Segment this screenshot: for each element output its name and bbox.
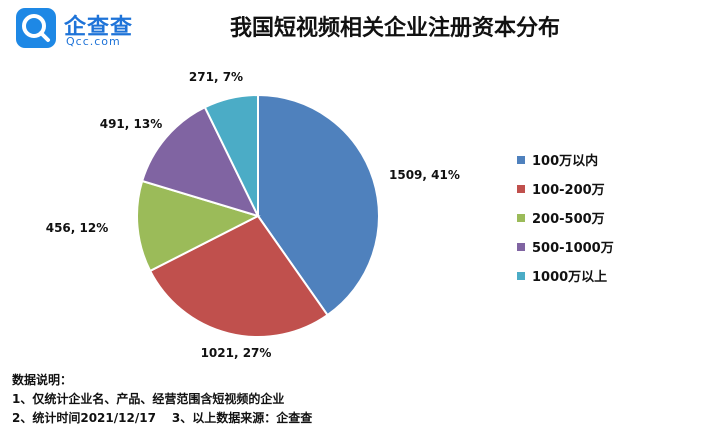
legend-swatch	[517, 214, 525, 222]
legend-label: 200-500万	[532, 212, 605, 227]
slice-data-label: 491, 13%	[100, 117, 163, 131]
notes-line-2-date: 2、统计时间2021/12/17	[12, 411, 156, 425]
slice-data-label: 1509, 41%	[389, 168, 460, 182]
slice-data-label: 456, 12%	[46, 221, 109, 235]
legend-label: 100-200万	[532, 183, 605, 198]
data-notes: 数据说明： 1、仅统计企业名、产品、经营范围含短视频的企业 2、统计时间2021…	[12, 371, 312, 428]
slice-data-label: 1021, 27%	[201, 346, 272, 360]
notes-line-2: 2、统计时间2021/12/17 3、以上数据来源：企查查	[12, 409, 312, 428]
slice-data-label: 271, 7%	[189, 70, 243, 84]
legend-swatch	[517, 156, 525, 164]
legend-swatch	[517, 272, 525, 280]
legend-label: 500-1000万	[532, 241, 614, 256]
legend-label: 100万以内	[532, 153, 598, 169]
notes-line-1: 1、仅统计企业名、产品、经营范围含短视频的企业	[12, 390, 312, 409]
notes-line-2-source: 3、以上数据来源：企查查	[172, 411, 312, 425]
legend-swatch	[517, 243, 525, 251]
legend-swatch	[517, 185, 525, 193]
notes-heading: 数据说明：	[12, 371, 312, 390]
legend-label: 1000万以上	[532, 270, 607, 285]
